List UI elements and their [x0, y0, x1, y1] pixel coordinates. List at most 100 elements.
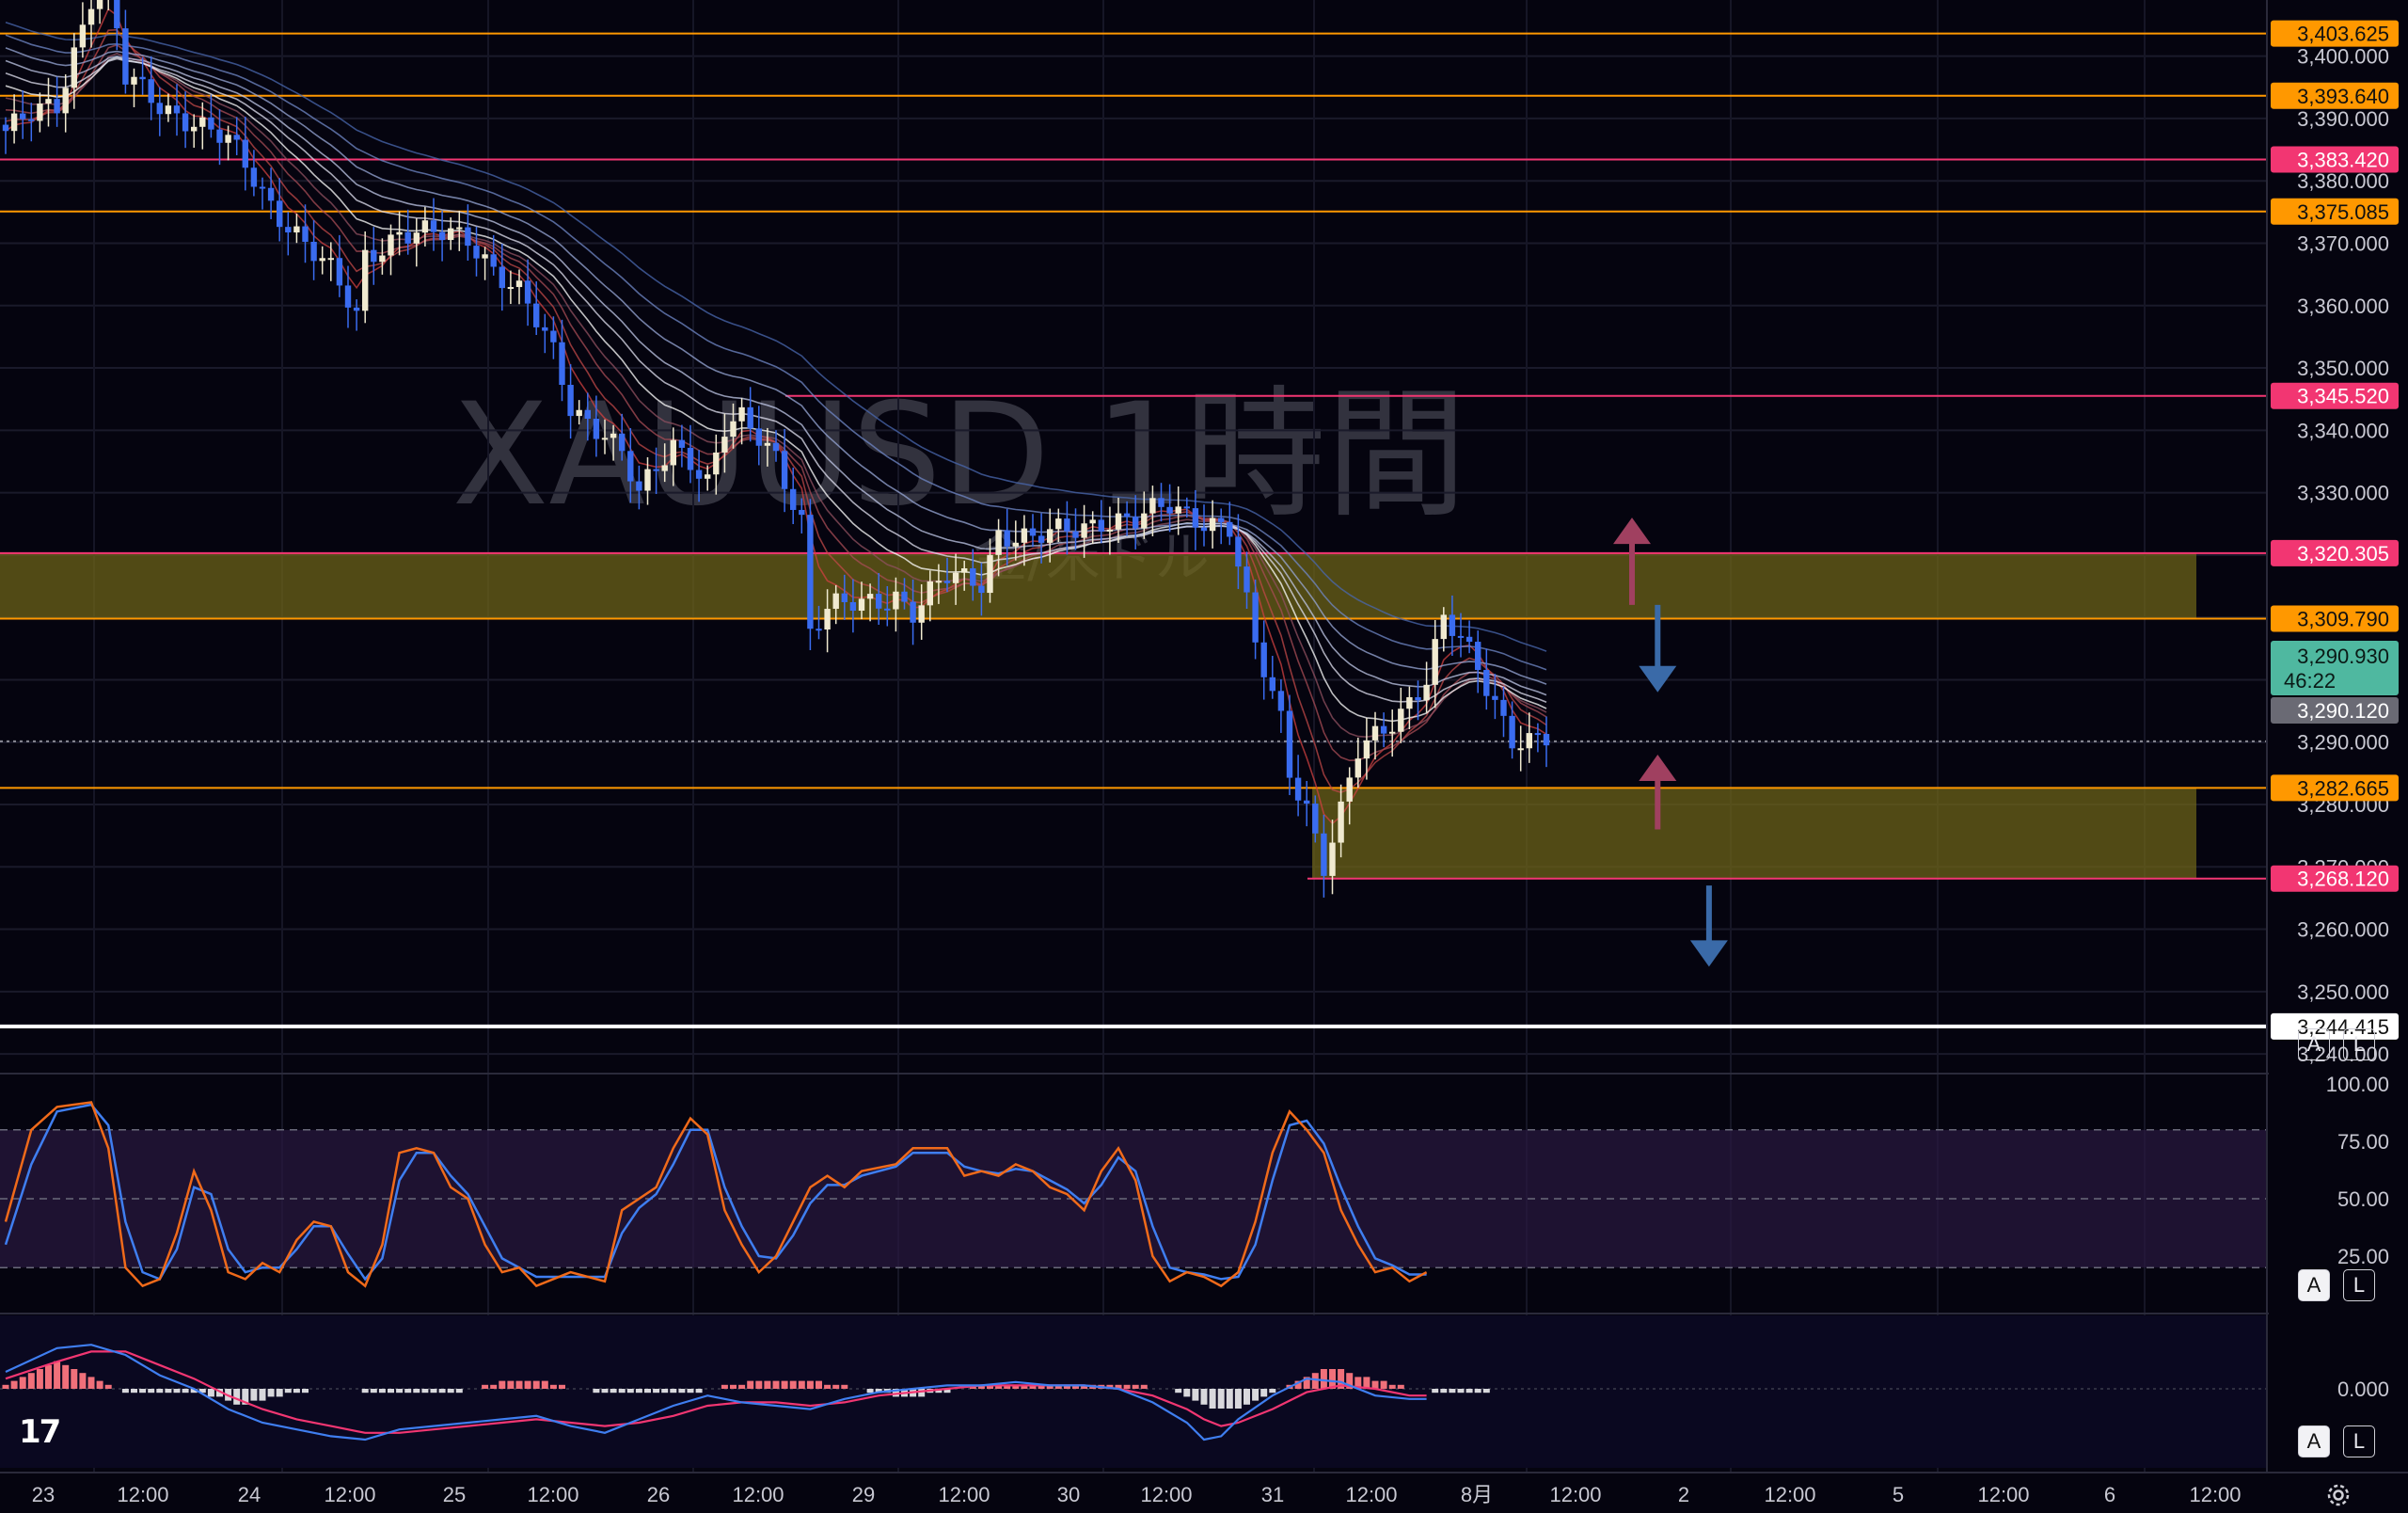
candle-body [1354, 758, 1361, 778]
candle-body [970, 568, 976, 586]
price-tag-label: 3,309.790 [2297, 608, 2389, 631]
price-tag [2271, 539, 2399, 566]
macd-histogram-bar [1432, 1389, 1439, 1394]
candle-body [122, 28, 129, 85]
log-scale-button-macd[interactable]: L [2343, 1425, 2375, 1457]
macd-histogram-bar [96, 1380, 103, 1389]
time-axis[interactable]: 23 12:00 24 12:00 25 12:00 26 12:00 29 12:00 30 12:… [0, 1472, 2408, 1506]
macd-histogram-bar [396, 1389, 404, 1394]
candle-body [139, 76, 146, 80]
candle-body [584, 409, 591, 420]
macd-histogram-bar [935, 1389, 943, 1394]
candle-body [1346, 777, 1353, 802]
ema-line [5, 47, 1547, 685]
candle-body [876, 594, 882, 609]
candle-body [1406, 697, 1413, 709]
macd-histogram-bar [661, 1389, 669, 1394]
macd-histogram-bar [455, 1389, 463, 1394]
log-scale-button-stoch[interactable]: L [2343, 1269, 2375, 1301]
candle-body [832, 593, 839, 610]
candle-body [1371, 725, 1379, 741]
candle-body [62, 88, 69, 114]
candle-body [559, 342, 565, 386]
candle-body [327, 258, 334, 261]
macd-histogram-bar [1123, 1384, 1131, 1389]
candle-body [610, 433, 617, 438]
candle-body [987, 554, 993, 594]
macd-histogram-bar [593, 1389, 600, 1394]
log-scale-button-main[interactable]: L [2343, 1028, 2375, 1060]
candle-body [1363, 740, 1370, 759]
candle-body [678, 439, 686, 448]
stoch-tick-label: 75.00 [2337, 1130, 2389, 1154]
macd-histogram-bar [559, 1384, 565, 1389]
candle-body [1235, 536, 1242, 567]
candle-body [533, 303, 540, 327]
candle-body [1492, 695, 1498, 700]
candle-body [1081, 523, 1087, 538]
time-tick-label: 5 [1893, 1483, 1904, 1506]
stoch-k-line [4, 1101, 1428, 1288]
macd-histogram-bar [233, 1389, 241, 1405]
candle-body [790, 488, 797, 510]
candle-body [379, 255, 386, 263]
candle-body [1269, 677, 1275, 692]
price-axis[interactable]: 3,240.0003,250.0003,260.0003,270.0003,28… [2266, 0, 2408, 1473]
candle-body [430, 220, 437, 232]
direction-arrow-head [1689, 940, 1728, 967]
candle-body [1021, 528, 1028, 543]
macd-histogram-bar [755, 1380, 763, 1389]
macd-histogram-bar [87, 1377, 95, 1389]
candle-body [456, 227, 463, 230]
time-tick-label: 25 [443, 1483, 466, 1506]
candle-body [866, 594, 874, 599]
candle-body [1526, 733, 1532, 749]
macd-histogram-bar [1244, 1389, 1250, 1405]
macd-histogram-bar [1294, 1380, 1302, 1389]
candle-body [713, 452, 720, 475]
macd-histogram-bar [987, 1384, 993, 1389]
macd-histogram-bar [2, 1384, 9, 1389]
macd-histogram-bar [1106, 1384, 1114, 1389]
candle-body [96, 0, 103, 9]
auto-scale-button-stoch[interactable]: A [2298, 1269, 2330, 1301]
price-tick-label: 3,400.000 [2297, 45, 2389, 69]
time-tick-label: 2 [1678, 1483, 1689, 1506]
candle-body [1175, 506, 1181, 514]
candle-body [687, 447, 694, 470]
macd-histogram-bar [824, 1384, 832, 1389]
time-tick-label: 12:00 [1345, 1483, 1397, 1506]
price-tag [2271, 382, 2399, 409]
price-tag [2271, 82, 2399, 109]
macd-histogram-bar [644, 1389, 651, 1394]
macd-pane [0, 1313, 2408, 1468]
candle-body [396, 231, 403, 235]
time-tick-label: 26 [647, 1483, 670, 1506]
macd-histogram-bar [1363, 1377, 1370, 1389]
candle-body [173, 105, 181, 114]
macd-histogram-bar [841, 1384, 848, 1389]
candle-body [182, 113, 189, 132]
macd-histogram-bar [156, 1389, 164, 1394]
candle-body [1252, 592, 1259, 643]
candle-body [421, 220, 429, 233]
candle-body [1329, 842, 1336, 876]
candle-body [593, 419, 600, 439]
macd-histogram-bar [293, 1389, 300, 1394]
candle-body [1098, 519, 1104, 532]
macd-histogram-bar [892, 1389, 899, 1397]
macd-histogram-bar [259, 1389, 266, 1401]
candle-body [267, 187, 275, 201]
macd-histogram-bar [866, 1389, 874, 1394]
macd-histogram-bar [216, 1389, 223, 1397]
macd-histogram-bar [610, 1389, 617, 1394]
price-tag-label: 3,320.305 [2297, 542, 2389, 565]
price-tick-label: 3,370.000 [2297, 231, 2389, 255]
time-tick-label: 30 [1057, 1483, 1080, 1506]
candle-body [1029, 528, 1037, 536]
auto-scale-button-macd[interactable]: A [2298, 1425, 2330, 1457]
settings-gear-icon[interactable] [2323, 1480, 2353, 1510]
macd-histogram-bar [284, 1389, 292, 1394]
auto-scale-button-main[interactable]: A [2298, 1028, 2330, 1060]
